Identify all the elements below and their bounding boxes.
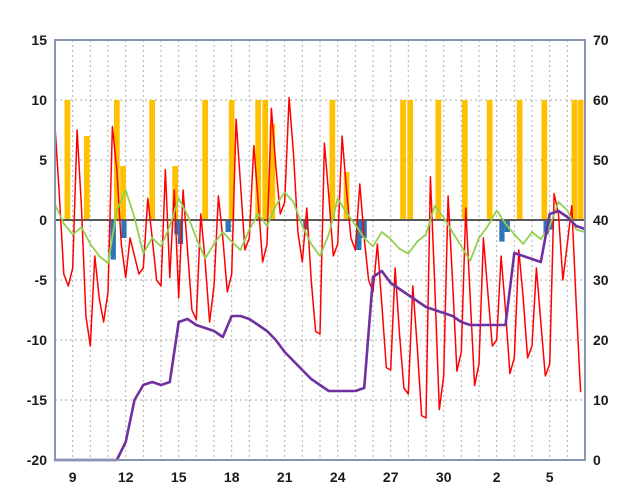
sunshine-bar: [329, 100, 336, 220]
sunshine-bar: [407, 100, 413, 220]
x-axis-tick-label: 27: [383, 469, 399, 485]
sunshine-bar: [577, 100, 584, 220]
sunshine-bar: [202, 100, 208, 220]
x-axis-tick-label: 12: [118, 469, 134, 485]
precip-bar: [225, 220, 231, 232]
x-axis-tick-label: 2: [493, 469, 501, 485]
right-axis-tick-label: 70: [593, 32, 609, 48]
x-axis-tick-label: 5: [546, 469, 554, 485]
x-axis-tick-label: 9: [69, 469, 77, 485]
left-axis-tick-label: 5: [39, 152, 47, 168]
left-axis-tick-label: 0: [39, 212, 47, 228]
sunshine-bar: [114, 100, 120, 220]
x-axis-tick-label: 15: [171, 469, 187, 485]
sunshine-bar: [462, 100, 468, 220]
precip-bar: [174, 220, 180, 235]
sunshine-bar: [486, 100, 493, 220]
sunshine-bar: [262, 100, 269, 220]
right-axis-tick-label: 20: [593, 332, 609, 348]
snow-depth-line: [53, 209, 587, 462]
right-axis-tick-label: 0: [593, 452, 601, 468]
sunshine-bar: [435, 100, 442, 220]
left-axis-tick-label: 10: [31, 92, 47, 108]
left-axis-tick-label: -20: [27, 452, 47, 468]
left-axis-tick-label: -10: [27, 332, 47, 348]
right-axis-tick-label: 30: [593, 272, 609, 288]
left-axis-tick-label: -5: [35, 272, 48, 288]
precip-bar: [121, 220, 127, 238]
green-line: [54, 189, 586, 265]
sunshine-bar: [84, 136, 90, 220]
precip-bar: [499, 220, 505, 242]
left-axis-tick-label: -15: [27, 392, 47, 408]
left-axis-tick-label: 15: [31, 32, 47, 48]
sunshine-bar: [228, 100, 235, 220]
sunshine-bar: [120, 166, 126, 220]
x-axis-tick-label: 18: [224, 469, 240, 485]
temperature-line: [54, 96, 582, 419]
sunshine-bar: [149, 100, 155, 220]
right-axis-tick-label: 50: [593, 152, 609, 168]
precip-bar: [177, 220, 184, 244]
right-axis-tick-label: 10: [593, 392, 609, 408]
right-axis-tick-label: 40: [593, 212, 609, 228]
x-axis-tick-label: 30: [436, 469, 452, 485]
plot-frame: [54, 39, 586, 461]
sunshine-bar: [541, 100, 548, 220]
sunshine-bar: [269, 124, 276, 220]
x-axis-tick-label: 24: [330, 469, 346, 485]
sunshine-bar: [400, 100, 406, 220]
x-axis-tick-label: 21: [277, 469, 293, 485]
sunshine-bar: [255, 100, 261, 220]
right-axis-tick-label: 60: [593, 92, 609, 108]
sunshine-bar: [516, 100, 523, 220]
precip-bar: [110, 220, 116, 260]
precip-bar: [356, 220, 362, 250]
sunshine-bar: [571, 100, 578, 220]
sunshine-bar: [64, 100, 71, 220]
